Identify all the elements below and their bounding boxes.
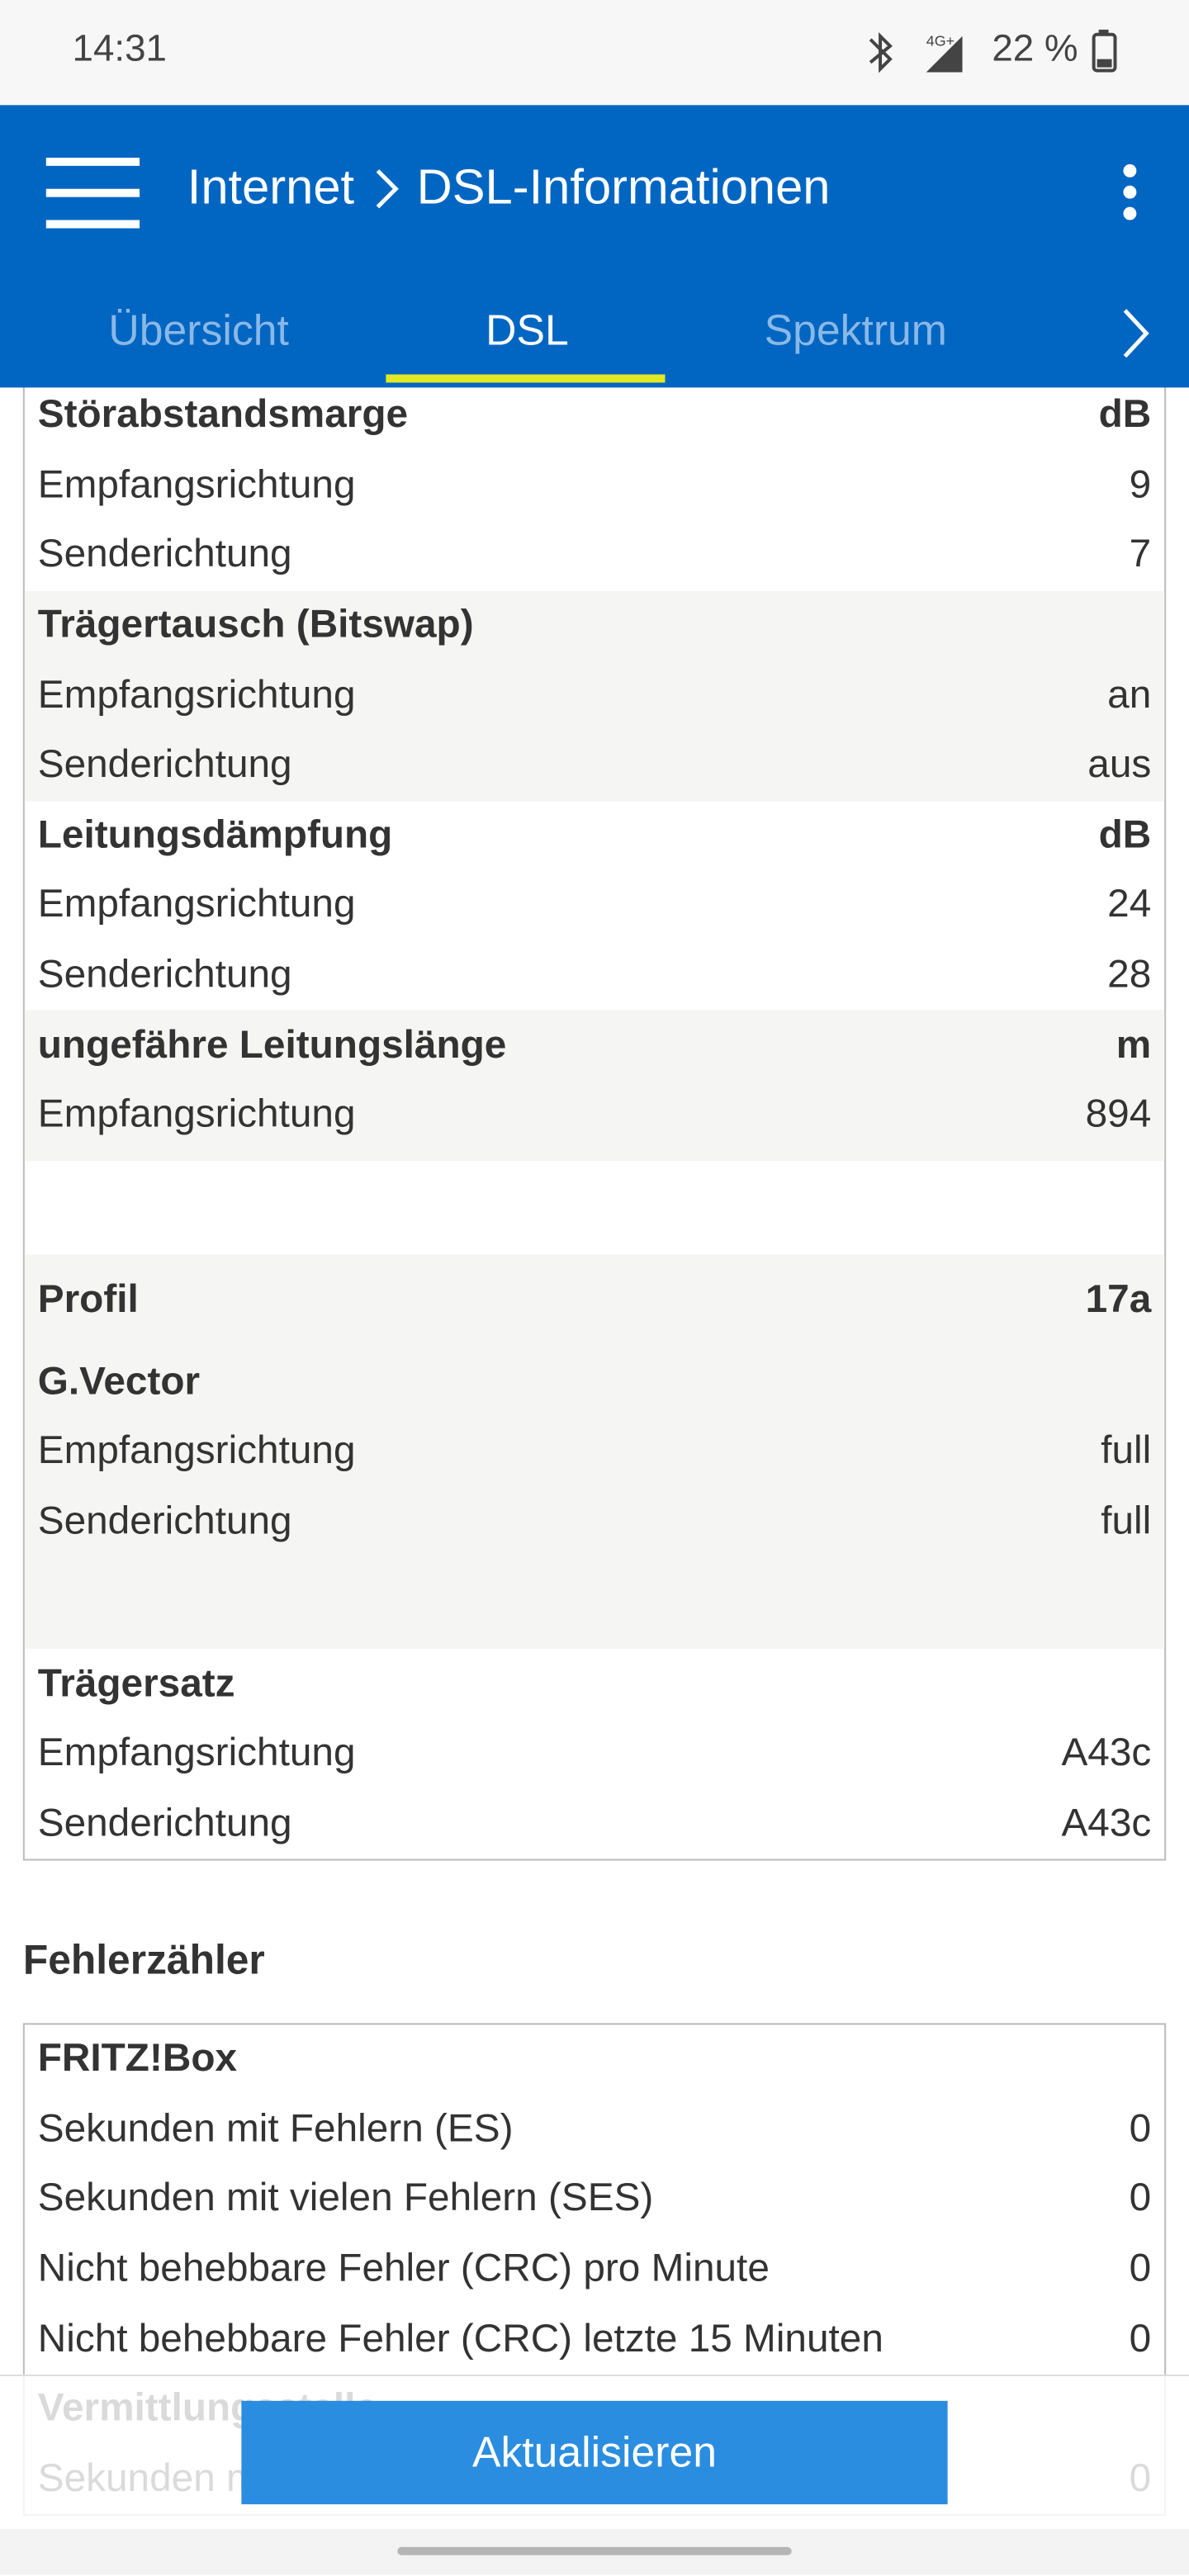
row-label: Empfangsrichtung <box>37 882 356 927</box>
nav-handle <box>397 2546 792 2555</box>
table-row: Nicht behebbare Fehler (CRC) pro Minute 0 <box>25 2235 1164 2305</box>
section-title: Fehlerzähler <box>22 1937 265 1984</box>
row-label: Senderichtung <box>37 1801 292 1846</box>
row-label: Nicht behebbare Fehler (CRC) pro Minute <box>37 2247 770 2291</box>
table-row: Sekunden mit Fehlern (ES) 0 <box>25 2095 1164 2165</box>
row-value: aus <box>1087 742 1152 788</box>
row-label: G.Vector <box>37 1359 201 1404</box>
breadcrumb-item: Internet <box>187 160 355 215</box>
table-row: Empfangsrichtung 24 <box>25 870 1164 940</box>
group-header: FRITZ!Box <box>25 2024 1164 2095</box>
table-row: Senderichtung full <box>25 1487 1164 1557</box>
row-label: Empfangsrichtung <box>37 1092 356 1137</box>
row-value: A43c <box>1061 1801 1152 1846</box>
row-value: 0 <box>1129 2106 1152 2152</box>
breadcrumb-chevron <box>376 169 399 209</box>
group-header: G.Vector <box>25 1347 1164 1418</box>
row-label: Empfangsrichtung <box>37 1429 356 1474</box>
row-label: Nicht behebbare Fehler (CRC) letzte 15 M… <box>37 2316 883 2361</box>
group-header: Trägersatz <box>25 1650 1164 1720</box>
app-bar: Internet DSL-Informationen Übersicht DSL S… <box>0 105 1189 388</box>
row-value: 0 <box>1129 2316 1152 2361</box>
row-label: Sekunden mit vielen Fehlern (SES) <box>37 2176 654 2222</box>
status-icons: 4G+ <box>869 31 963 73</box>
time: 14:31 <box>72 26 168 69</box>
tab[interactable]: Übersicht <box>108 305 289 355</box>
network: 4G+ <box>926 33 955 50</box>
row-value: 0 <box>1129 2176 1152 2222</box>
row-group: Leitungsdämpfung dB Empfangsrichtung 24 Send… <box>25 801 1164 1011</box>
tab-indicator <box>386 374 666 383</box>
row-value: 24 <box>1107 882 1152 927</box>
row-group: Trägertausch (Bitswap) Empfangsrichtung an… <box>24 590 1165 801</box>
row-label: Trägersatz <box>37 1661 235 1706</box>
group-header: Trägertausch (Bitswap) <box>25 591 1164 661</box>
table-row: Empfangsrichtung 894 <box>25 1081 1164 1151</box>
row-value: A43c <box>1061 1731 1152 1776</box>
row-value: full <box>1101 1499 1152 1544</box>
row-label: Empfangsrichtung <box>37 672 356 717</box>
more-button[interactable] <box>1114 161 1147 227</box>
row-label: Störabstandsmarge <box>37 392 409 438</box>
table-row: Senderichtung A43c <box>25 1789 1164 1859</box>
row-group: Trägersatz Empfangsrichtung A43c Sendericht… <box>25 1650 1164 1859</box>
row-label: Profil <box>37 1277 139 1323</box>
group-header: ungefähre Leitungslänge m <box>25 1011 1164 1081</box>
row-group: G.Vector Empfangsrichtung full Senderichtun… <box>24 1347 1165 1558</box>
group-header: Leitungsdämpfung dB <box>25 801 1164 871</box>
row-label: Trägertausch (Bitswap) <box>37 603 474 647</box>
row-label: Empfangsrichtung <box>37 462 356 508</box>
row-group: FRITZ!Box Sekunden mit Fehlern (ES) 0 Sekun… <box>25 2024 1164 2375</box>
status-bar: 14:31 4G+ 22 % <box>0 0 1189 106</box>
row-label: Senderichtung <box>37 533 292 578</box>
tab[interactable]: DSL <box>486 305 569 355</box>
menu-button[interactable] <box>45 157 141 230</box>
row-value: 0 <box>1129 2247 1152 2291</box>
table-row: Nicht behebbare Fehler (CRC) letzte 15 M… <box>25 2304 1164 2375</box>
table-row: Senderichtung 7 <box>25 521 1164 591</box>
row-label: Leitungsdämpfung <box>37 812 393 857</box>
nav-bar <box>0 2528 1189 2575</box>
row-value: 17a <box>1085 1277 1152 1323</box>
row-value: full <box>1101 1429 1152 1474</box>
row-value: 28 <box>1107 952 1152 997</box>
row-group: ungefähre Leitungslänge m Empfangsrichtung… <box>24 1010 1165 1161</box>
row-label: FRITZ!Box <box>37 2036 238 2081</box>
breadcrumb: Internet DSL-Informationen <box>187 161 831 217</box>
row-value: an <box>1107 672 1152 717</box>
row-label: Senderichtung <box>37 1499 292 1544</box>
row-label: ungefähre Leitungslänge <box>37 1022 507 1068</box>
tab[interactable]: Spektrum <box>764 305 947 355</box>
refresh-button[interactable]: Aktualisieren <box>241 2400 948 2505</box>
table-row: Senderichtung 28 <box>25 940 1164 1011</box>
spacer <box>25 1160 1164 1253</box>
table-row: Empfangsrichtung A43c <box>25 1719 1164 1789</box>
dsl-table: Störabstandsmarge dB Empfangsrichtung 9 Send… <box>22 381 1167 1861</box>
row-label: Empfangsrichtung <box>37 1731 356 1776</box>
row-value: m <box>1116 1022 1152 1068</box>
row-value: 894 <box>1085 1092 1152 1137</box>
battery-text: 22 % <box>992 26 1078 69</box>
row-value: 9 <box>1129 462 1152 508</box>
table-row: Empfangsrichtung 9 <box>25 451 1164 521</box>
breadcrumb-item: DSL-Informationen <box>416 160 831 215</box>
battery-icon <box>1092 29 1117 73</box>
row-value: dB <box>1098 812 1152 857</box>
group-header: Störabstandsmarge dB <box>25 381 1164 451</box>
row-value: 7 <box>1129 533 1152 578</box>
row-value: dB <box>1098 392 1152 438</box>
group-header: Profil 17a <box>25 1254 1164 1347</box>
table-row: Senderichtung aus <box>25 731 1164 801</box>
row-group: Störabstandsmarge dB Empfangsrichtung 9 Send… <box>25 381 1164 590</box>
row-group: Profil 17a <box>24 1253 1165 1347</box>
row-label: Sekunden mit Fehlern (ES) <box>37 2106 514 2152</box>
table-row: Empfangsrichtung an <box>25 661 1164 731</box>
spacer <box>24 1557 1165 1650</box>
tabs-next[interactable] <box>1114 305 1157 362</box>
table-row: Sekunden mit vielen Fehlern (SES) 0 <box>25 2165 1164 2235</box>
row-label: Senderichtung <box>37 742 292 788</box>
table-row: Empfangsrichtung full <box>25 1418 1164 1488</box>
row-label: Senderichtung <box>37 952 292 997</box>
